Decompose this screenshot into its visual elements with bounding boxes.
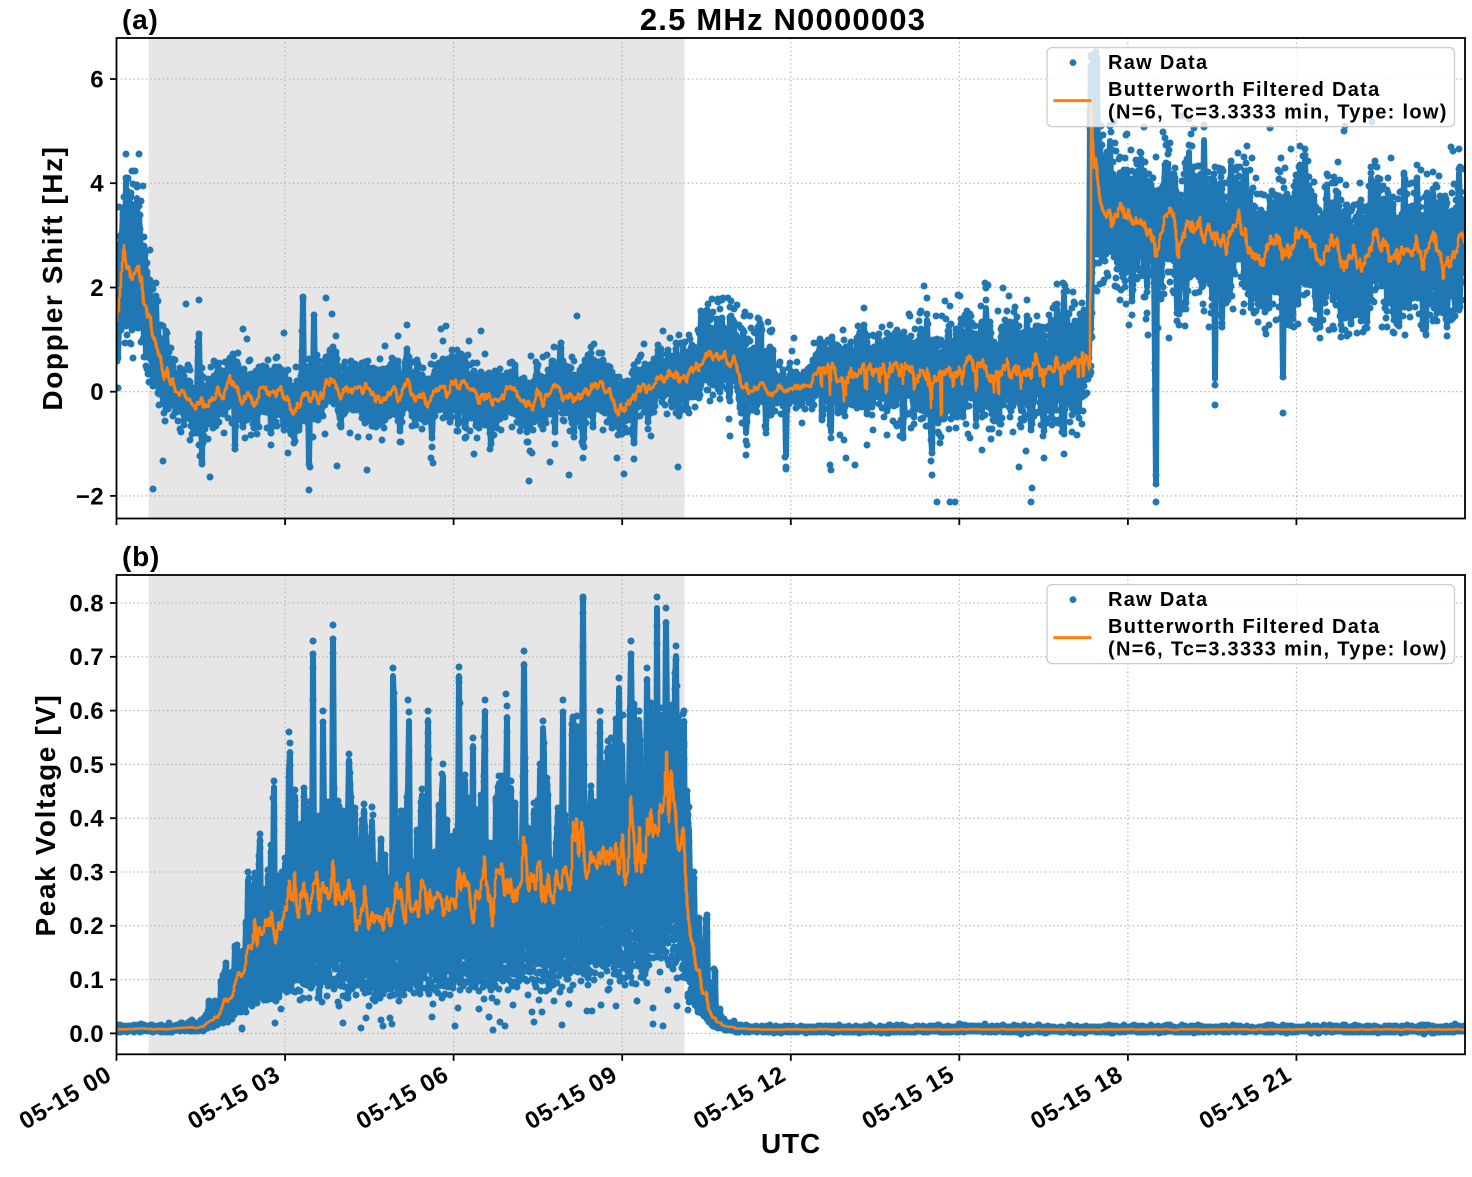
svg-text:0.1: 0.1 <box>69 967 104 994</box>
svg-text:UTC: UTC <box>761 1128 821 1159</box>
svg-text:0.5: 0.5 <box>69 752 104 779</box>
svg-text:(N=6, Tc=3.3333 min, Type: low: (N=6, Tc=3.3333 min, Type: low) <box>1108 102 1448 124</box>
svg-text:Butterworth Filtered Data: Butterworth Filtered Data <box>1108 616 1381 638</box>
svg-text:(b): (b) <box>122 541 160 572</box>
svg-text:0.4: 0.4 <box>69 806 104 833</box>
svg-text:2.5 MHz N0000003: 2.5 MHz N0000003 <box>640 2 926 37</box>
svg-text:4: 4 <box>90 171 104 198</box>
svg-text:0.0: 0.0 <box>69 1021 104 1048</box>
svg-text:0: 0 <box>90 379 104 406</box>
svg-text:Peak Voltage [V]: Peak Voltage [V] <box>30 694 61 937</box>
svg-text:(a): (a) <box>122 4 159 35</box>
svg-text:0.7: 0.7 <box>69 644 104 671</box>
svg-text:0.3: 0.3 <box>69 859 104 886</box>
svg-text:Butterworth Filtered Data: Butterworth Filtered Data <box>1108 79 1381 101</box>
svg-text:0.2: 0.2 <box>69 913 104 940</box>
svg-text:0.8: 0.8 <box>69 590 104 617</box>
svg-text:−2: −2 <box>76 483 104 510</box>
svg-text:Raw Data: Raw Data <box>1108 589 1208 611</box>
svg-text:0.6: 0.6 <box>69 698 104 725</box>
svg-text:6: 6 <box>90 66 104 93</box>
svg-text:(N=6, Tc=3.3333 min, Type: low: (N=6, Tc=3.3333 min, Type: low) <box>1108 639 1448 661</box>
svg-text:Doppler Shift [Hz]: Doppler Shift [Hz] <box>37 145 68 410</box>
svg-text:2: 2 <box>90 275 104 302</box>
svg-text:Raw Data: Raw Data <box>1108 52 1208 74</box>
